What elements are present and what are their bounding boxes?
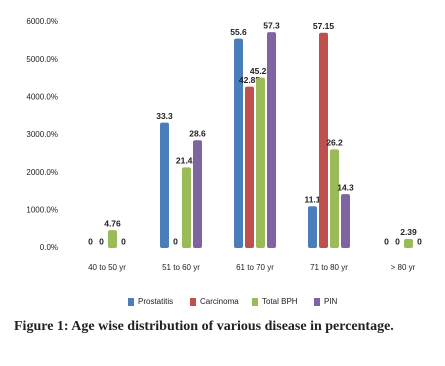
legend-label: Total BPH bbox=[262, 297, 298, 306]
data-label: 45.23 bbox=[250, 66, 272, 76]
x-tick-label: 40 to 50 yr bbox=[88, 263, 126, 272]
data-label: 2.39 bbox=[400, 227, 417, 237]
data-label: 0 bbox=[88, 236, 93, 246]
y-tick-label: 4000.0% bbox=[26, 92, 58, 101]
bar bbox=[267, 32, 276, 248]
chart: 0.0% 1000.0% 2000.0% 3000.0% 4000.0% 5000.0% 6… bbox=[26, 17, 422, 306]
bar bbox=[108, 230, 117, 248]
y-tick-label: 1000.0% bbox=[26, 205, 58, 214]
data-label: 0 bbox=[384, 236, 389, 246]
data-label: 4.76 bbox=[104, 218, 121, 228]
data-label: 26.2 bbox=[326, 138, 343, 148]
bar bbox=[308, 206, 317, 248]
bar bbox=[319, 32, 328, 248]
x-tick-label: 61 to 70 yr bbox=[236, 263, 274, 272]
legend-swatch bbox=[128, 298, 134, 306]
data-label: 0 bbox=[99, 236, 104, 246]
x-tick-label: 51 to 60 yr bbox=[162, 263, 200, 272]
data-label: 0 bbox=[173, 236, 178, 246]
data-label: 21.42 bbox=[176, 156, 198, 166]
y-tick-label: 6000.0% bbox=[26, 17, 58, 26]
data-label: 57.3 bbox=[263, 20, 280, 30]
data-label: 0 bbox=[121, 236, 126, 246]
legend-swatch bbox=[190, 298, 196, 306]
y-tick-label: 3000.0% bbox=[26, 130, 58, 139]
legend-swatch bbox=[252, 298, 258, 306]
x-tick-label: 71 to 80 yr bbox=[310, 263, 348, 272]
legend-label: Carcinoma bbox=[200, 297, 239, 306]
data-label: 0 bbox=[417, 236, 422, 246]
bar bbox=[256, 77, 265, 248]
data-label: 14.3 bbox=[337, 182, 354, 192]
bar bbox=[234, 38, 243, 248]
bar bbox=[193, 140, 202, 248]
data-label: 33.3 bbox=[156, 111, 173, 121]
x-tick-label: > 80 yr bbox=[391, 263, 416, 272]
data-label: 42.85 bbox=[239, 75, 261, 85]
data-label: 11.1 bbox=[304, 194, 320, 204]
data-label: 28.6 bbox=[189, 129, 206, 139]
bar bbox=[404, 238, 413, 248]
data-label: 57.15 bbox=[313, 21, 335, 31]
bar bbox=[182, 167, 191, 248]
y-tick-label: 5000.0% bbox=[26, 55, 58, 64]
bar bbox=[245, 86, 254, 249]
caption: Figure 1: Age wise distribution of vario… bbox=[14, 319, 394, 334]
legend-label: Prostatitis bbox=[138, 297, 173, 306]
y-tick-label: 0.0% bbox=[40, 243, 58, 252]
legend-label: PIN bbox=[324, 297, 338, 306]
data-label: 0 bbox=[395, 236, 400, 246]
bar bbox=[341, 194, 350, 248]
legend-swatch bbox=[314, 298, 320, 306]
y-tick-label: 2000.0% bbox=[26, 168, 58, 177]
bar bbox=[330, 149, 339, 248]
data-label: 55.6 bbox=[230, 27, 247, 37]
bar bbox=[160, 122, 169, 248]
